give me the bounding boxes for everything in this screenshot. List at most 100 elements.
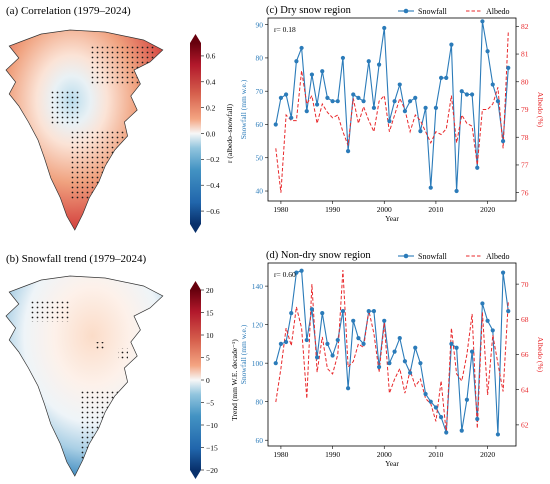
colorbar-tick-label: 0.2 [206,103,216,112]
snowfall-point [320,310,325,316]
snowfall-point [283,339,289,345]
snowfall-point [459,89,464,94]
snowfall-point [340,309,346,314]
colorbar-tick-label: −0.2 [206,155,220,164]
y-tick-label: 40 [256,187,264,196]
snowfall-point [283,92,289,97]
snowfall-point [418,129,423,134]
x-tick-label: 2020 [480,450,495,459]
chart-title: (c) Dry snow region [266,5,352,16]
snowfall-point [304,109,309,114]
snowfall-point [335,337,340,343]
snowfall-point [506,65,511,71]
snowfall-point [428,399,433,404]
snowfall-point [438,415,444,420]
y2-tick-label: 68 [521,315,529,324]
snowfall-point [407,370,413,375]
correlation-annotation: r= 0.60 [274,270,296,279]
colorbar-tick-label: −10 [206,421,218,430]
snowfall-point [475,416,480,422]
y2-tick-label: 66 [521,350,529,359]
snowfall-point [480,301,485,306]
legend-albedo-label: Albedo [486,252,510,261]
snowfall-point [314,102,320,107]
colorbar-label: r (albedo–snowfall) [225,104,234,163]
snowfall-point [382,25,387,31]
map-a [5,29,164,231]
snowfall-point [273,122,278,127]
colorbar-tick-label: 0.0 [206,129,216,138]
map-b [5,275,164,477]
snowfall-point [387,361,392,366]
colorbar-tick-label: −5 [206,398,214,407]
snowfall-line [275,21,509,192]
snowfall-point [366,59,371,64]
y2-axis-label: Albedo (%) [536,337,545,373]
snowfall-point [397,336,402,341]
snowfall-point [407,99,413,104]
y-axis-label: Snowfall (mm w.e.) [239,79,248,139]
snowfall-point [361,341,366,347]
y-tick-label: 60 [256,120,264,129]
snowfall-point [392,99,397,104]
y-tick-label: 80 [256,54,264,63]
snowfall-point [371,105,377,110]
snowfall-point [371,309,377,314]
colorbar-a: 0.6 0.4 0.2 0.0 −0.2 −0.4 −0.6 r (albedo–snowfa… [190,34,234,233]
y2-tick-label: 77 [521,161,529,170]
panel-b: (b) Snowfall trend (1979–2024) 20 15 10 5 0 −… [5,253,239,479]
snowfall-point [402,359,408,364]
snowfall-point [495,99,501,104]
snowfall-point [413,345,418,350]
snowfall-point [500,270,506,275]
y2-tick-label: 80 [521,77,529,86]
x-axis-label: Year [385,459,399,468]
y2-tick-label: 78 [521,133,529,142]
snowfall-point [433,105,439,110]
snowfall-point [356,336,361,341]
legend-snowfall-marker [403,253,409,259]
x-tick-label: 1990 [325,450,340,459]
snowfall-point [428,185,433,190]
snowfall-point [309,72,315,77]
colorbar-tick-label: −20 [206,466,218,475]
snowfall-point [444,430,449,435]
y-tick-label: 70 [256,87,264,96]
snowfall-point [449,341,454,347]
legend-snowfall-marker [403,8,409,14]
x-tick-label: 2000 [377,450,392,459]
snowfall-point [490,82,495,87]
snowfall-point [356,95,361,100]
snowfall-point [361,99,366,104]
x-tick-label: 2000 [377,205,392,214]
snowfall-point [402,109,408,114]
colorbar-b: 20 15 10 5 0 −5 −10 −15 −20 Trend (mm W.E. decade… [190,281,239,479]
y2-tick-label: 79 [521,105,529,114]
correlation-annotation: r= 0.18 [274,25,296,34]
y-tick-label: 140 [252,282,264,291]
snowfall-point [309,307,315,312]
snowfall-point [382,318,387,323]
snowfall-point [464,397,470,402]
albedo-line [275,31,509,193]
snowfall-point [325,341,330,347]
colorbar-min-arrow [190,470,201,479]
colorbar-max-arrow [190,281,201,290]
colorbar-tick-label: 0 [206,376,210,385]
snowfall-point [387,119,392,124]
snowfall-point [413,95,418,100]
colorbar-max-arrow [190,34,201,43]
snowfall-point [418,361,423,366]
snowfall-point [294,270,299,275]
legend-snowfall-label: Snowfall [418,7,448,16]
snowfall-point [345,148,351,154]
snowfall-point [397,82,402,87]
snowfall-point [278,341,284,347]
snowfall-point [490,328,495,333]
snowfall-point [330,353,335,358]
colorbar-tick-label: −15 [206,443,218,452]
snowfall-point [278,95,284,100]
y2-tick-label: 81 [521,50,529,59]
snowfall-point [475,165,480,170]
snowfall-point [299,268,304,273]
